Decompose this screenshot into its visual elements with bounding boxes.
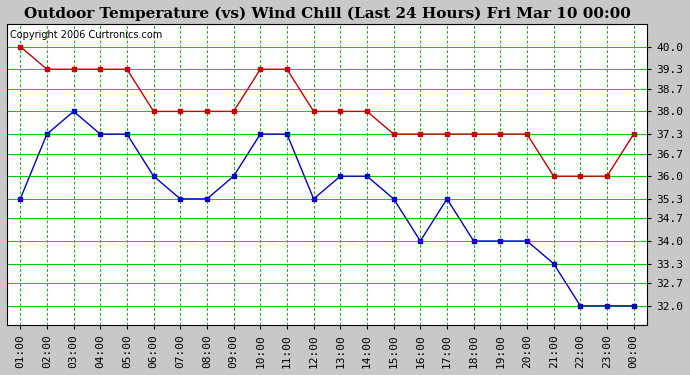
Title: Outdoor Temperature (vs) Wind Chill (Last 24 Hours) Fri Mar 10 00:00: Outdoor Temperature (vs) Wind Chill (Las…	[23, 7, 631, 21]
Text: Copyright 2006 Curtronics.com: Copyright 2006 Curtronics.com	[10, 30, 162, 40]
